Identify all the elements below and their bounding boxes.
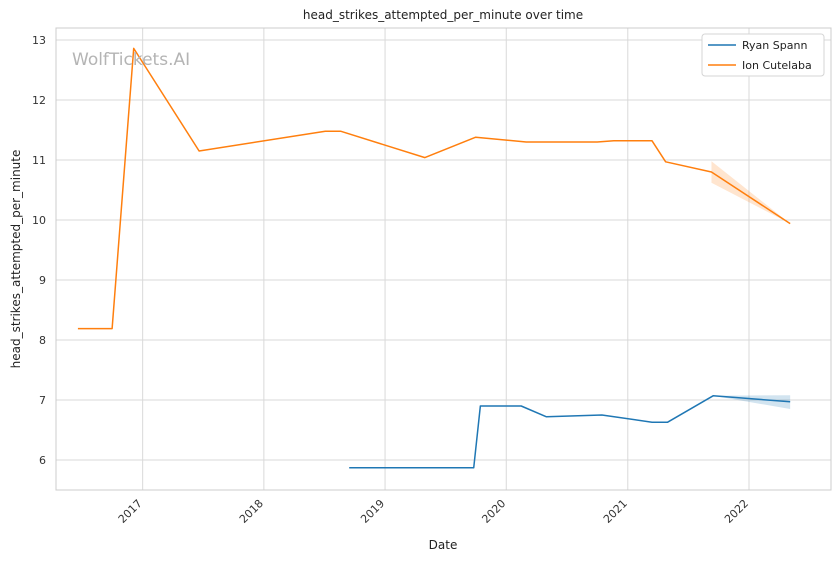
confidence-band-ryan-spann bbox=[713, 395, 791, 409]
x-axis-ticks: 2017 2018 2019 2020 2021 2022 bbox=[116, 497, 751, 526]
y-tick-label: 7 bbox=[39, 394, 46, 407]
y-tick-label: 8 bbox=[39, 334, 46, 347]
x-tick-label: 2019 bbox=[358, 497, 387, 526]
y-axis-ticks: 6 7 8 9 10 11 12 13 bbox=[32, 34, 46, 467]
confidence-bands bbox=[711, 161, 791, 409]
y-tick-label: 13 bbox=[32, 34, 46, 47]
legend-label-ryan-spann: Ryan Spann bbox=[742, 39, 807, 52]
y-tick-label: 9 bbox=[39, 274, 46, 287]
confidence-band-ion-cutelaba bbox=[711, 161, 791, 224]
x-tick-label: 2017 bbox=[116, 497, 145, 526]
y-axis-label: head_strikes_attempted_per_minute bbox=[9, 150, 23, 369]
x-axis-label: Date bbox=[429, 538, 458, 552]
y-tick-label: 12 bbox=[32, 94, 46, 107]
legend: Ryan Spann Ion Cutelaba bbox=[701, 33, 825, 77]
series-line-ryan-spann bbox=[349, 395, 791, 469]
x-tick-label: 2022 bbox=[722, 497, 751, 526]
plot-area bbox=[56, 28, 831, 490]
series-lines bbox=[77, 47, 791, 469]
y-tick-label: 6 bbox=[39, 454, 46, 467]
x-tick-label: 2018 bbox=[237, 497, 266, 526]
plot-frame bbox=[55, 27, 832, 491]
x-tick-label: 2020 bbox=[479, 497, 508, 526]
legend-label-ion-cutelaba: Ion Cutelaba bbox=[742, 59, 812, 72]
x-tick-label: 2021 bbox=[601, 497, 630, 526]
y-tick-label: 10 bbox=[32, 214, 46, 227]
watermark: WolfTickets.AI bbox=[72, 50, 190, 70]
series-line-ion-cutelaba bbox=[77, 47, 791, 330]
chart-title: head_strikes_attempted_per_minute over t… bbox=[303, 8, 583, 22]
grid bbox=[56, 28, 831, 490]
y-tick-label: 11 bbox=[32, 154, 46, 167]
